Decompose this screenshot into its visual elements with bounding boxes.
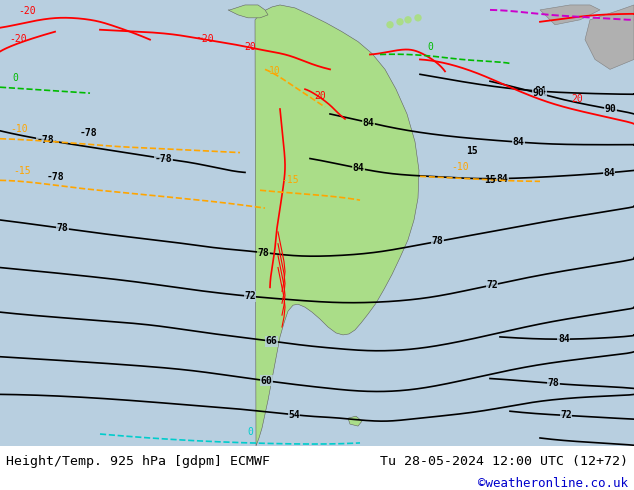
Text: ©weatheronline.co.uk: ©weatheronline.co.uk [477, 477, 628, 490]
Text: -20: -20 [18, 6, 36, 17]
Text: 78: 78 [258, 247, 269, 258]
Text: 84: 84 [534, 86, 547, 96]
Text: 84: 84 [363, 118, 375, 127]
Polygon shape [255, 5, 419, 446]
Text: -15: -15 [14, 166, 31, 175]
Circle shape [397, 19, 403, 25]
Text: 10: 10 [269, 66, 281, 76]
Text: -78: -78 [79, 128, 97, 138]
Text: -78: -78 [155, 153, 172, 164]
Text: Tu 28-05-2024 12:00 UTC (12+72): Tu 28-05-2024 12:00 UTC (12+72) [380, 455, 628, 468]
Text: 0: 0 [247, 427, 254, 437]
Polygon shape [348, 416, 362, 426]
Text: 78: 78 [57, 223, 68, 233]
Text: 84: 84 [558, 334, 570, 344]
Text: 78: 78 [547, 378, 559, 389]
Polygon shape [228, 5, 268, 18]
Text: 90: 90 [604, 104, 616, 114]
Polygon shape [585, 5, 634, 70]
Text: 15: 15 [466, 146, 478, 156]
Text: 84: 84 [353, 163, 364, 173]
Text: 72: 72 [244, 291, 256, 301]
Text: 20: 20 [314, 91, 326, 101]
Text: -20: -20 [9, 34, 27, 44]
Text: Height/Temp. 925 hPa [gdpm] ECMWF: Height/Temp. 925 hPa [gdpm] ECMWF [6, 455, 270, 468]
Text: 60: 60 [261, 376, 272, 386]
Text: -10: -10 [10, 123, 28, 134]
Text: 84: 84 [513, 137, 524, 147]
Polygon shape [540, 5, 600, 25]
Circle shape [415, 15, 421, 21]
Text: 78: 78 [431, 236, 443, 246]
Text: 84: 84 [496, 173, 508, 184]
Text: 20: 20 [571, 95, 583, 104]
Text: 72: 72 [560, 411, 572, 420]
Circle shape [387, 22, 393, 28]
Text: 66: 66 [266, 336, 277, 346]
Text: -15: -15 [281, 175, 299, 185]
Text: 0: 0 [427, 42, 433, 51]
Text: -78: -78 [36, 135, 54, 145]
Circle shape [405, 17, 411, 23]
Text: 54: 54 [288, 410, 300, 420]
Text: 90: 90 [532, 88, 544, 98]
Text: -10: -10 [451, 162, 469, 172]
Text: 72: 72 [486, 280, 498, 290]
Text: -78: -78 [46, 172, 64, 182]
Text: 84: 84 [603, 168, 615, 178]
Text: 0: 0 [12, 73, 18, 83]
Text: 20: 20 [244, 42, 256, 51]
Text: 15: 15 [484, 175, 496, 185]
Text: ~20: ~20 [196, 34, 214, 44]
